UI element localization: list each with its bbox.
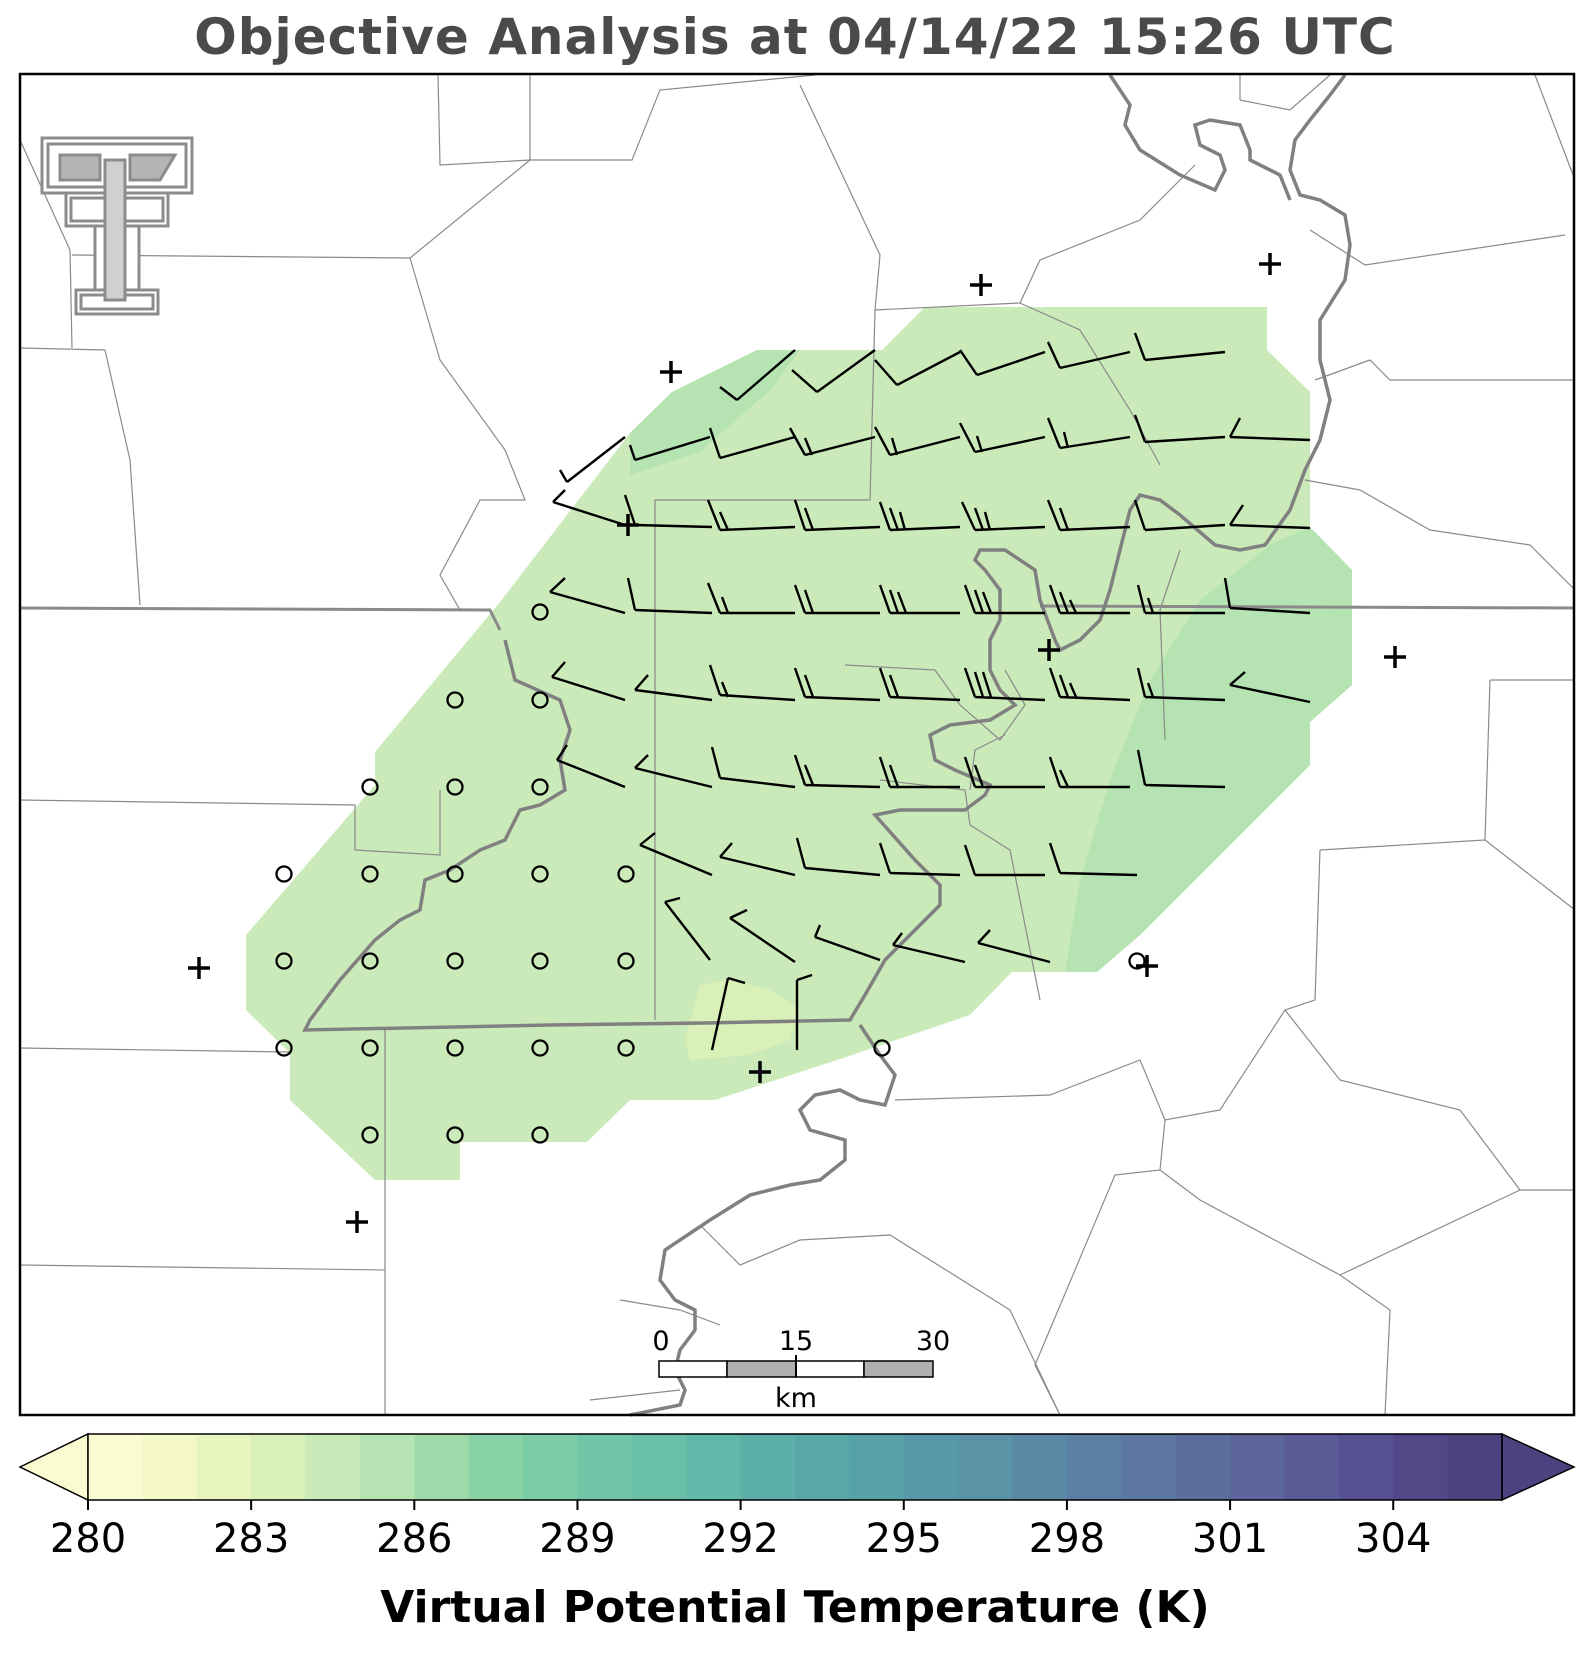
colorbar	[18, 1432, 1576, 1510]
map-title: Objective Analysis at 04/14/22 15:26 UTC	[194, 8, 1396, 66]
colorbar-segment	[1121, 1434, 1177, 1500]
colorbar-segment	[849, 1434, 905, 1500]
colorbar-outline	[87, 1433, 1503, 1501]
colorbar-ticks	[87, 1500, 1395, 1510]
colorbar-tick-label: 289	[539, 1516, 616, 1562]
colorbar-segment	[795, 1434, 850, 1500]
colorbar-segment	[1338, 1434, 1394, 1500]
colorbar-tick-label: 301	[1191, 1516, 1269, 1562]
colorbar-segment	[740, 1434, 796, 1500]
colorbar-segment	[577, 1434, 633, 1500]
analysis-shading	[246, 307, 1352, 1180]
colorbar-segment	[142, 1434, 198, 1500]
texas-tech-logo	[40, 136, 194, 316]
colorbar-segment	[88, 1434, 143, 1500]
colorbar-tick-label: 283	[212, 1516, 290, 1562]
colorbar-extend-high	[1501, 1432, 1576, 1502]
map-frame	[18, 72, 1576, 1417]
colorbar-segment	[251, 1434, 307, 1500]
scale-label-0: 0	[652, 1326, 669, 1357]
colorbar-segment	[1066, 1434, 1122, 1500]
county-borders	[19, 74, 1576, 1416]
scale-bar: 0 15 30 km	[652, 1326, 950, 1414]
colorbar-segment	[1284, 1434, 1340, 1500]
colorbar-extend-low	[18, 1432, 89, 1502]
colorbar-segment	[1393, 1434, 1449, 1500]
colorbar-segment	[686, 1434, 742, 1500]
colorbar-segment	[631, 1434, 687, 1500]
colorbar-tick-label: 286	[376, 1516, 453, 1562]
colorbar-segment	[958, 1434, 1014, 1500]
colorbar-tick-label: 292	[702, 1516, 779, 1562]
colorbar-segment	[1175, 1434, 1231, 1500]
colorbar-segment	[468, 1434, 524, 1500]
station-plus-markers	[188, 253, 1406, 1233]
wind-barbs	[549, 332, 1311, 1051]
station-circles	[275, 603, 1146, 1144]
colorbar-segments	[18, 1432, 1576, 1502]
colorbar-segment	[523, 1434, 579, 1500]
state-border	[19, 604, 1576, 631]
rivers	[302, 73, 1352, 1417]
colorbar-segment	[359, 1434, 415, 1500]
colorbar-tick-label: 304	[1355, 1516, 1432, 1562]
colorbar-segment	[1230, 1434, 1286, 1500]
colorbar-segment	[903, 1434, 959, 1500]
colorbar-segment	[1447, 1434, 1503, 1500]
colorbar-tick-label: 298	[1028, 1516, 1106, 1562]
colorbar-segment	[1012, 1434, 1068, 1500]
scale-label-15: 15	[779, 1326, 813, 1357]
colorbar-segment	[305, 1434, 361, 1500]
colorbar-label: Virtual Potential Temperature (K)	[380, 1582, 1210, 1633]
colorbar-tick-label: 295	[865, 1516, 942, 1562]
colorbar-segment	[196, 1434, 252, 1500]
scale-label-30: 30	[916, 1326, 950, 1357]
colorbar-tick-label: 280	[49, 1516, 127, 1562]
scale-unit: km	[775, 1383, 817, 1414]
colorbar-segment	[414, 1434, 470, 1500]
